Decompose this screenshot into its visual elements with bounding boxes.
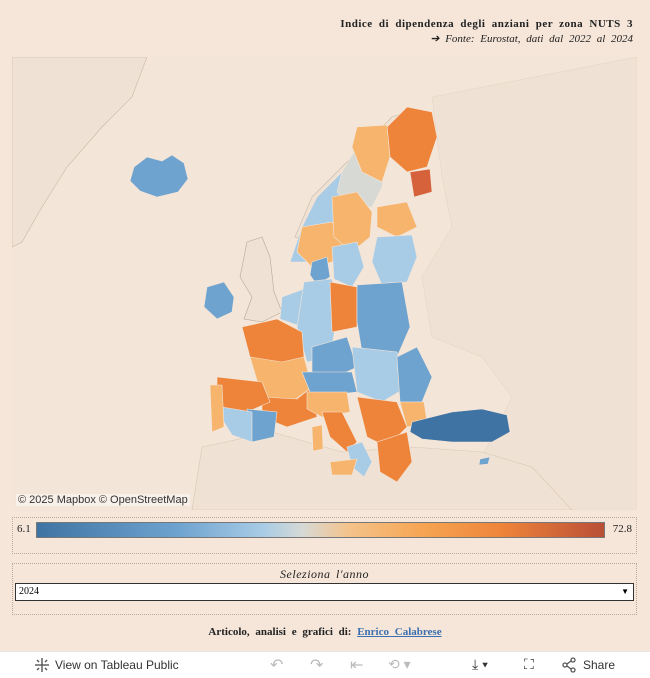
land-uk <box>239 236 283 323</box>
fullscreen-icon[interactable]: ⛶ <box>524 656 534 672</box>
color-legend: 6.1 72.8 <box>12 517 637 554</box>
region-finland-east[interactable] <box>409 168 433 198</box>
tableau-toolbar: View on Tableau Public ↶ ↷ ⇤ ⟲ ▾ ⤓ ▾ ⛶ S… <box>0 651 650 678</box>
share-icon <box>562 657 576 673</box>
refresh-icon[interactable]: ⟲ ▾ <box>388 656 411 672</box>
region-sicily[interactable] <box>329 458 358 476</box>
credit-line: Articolo, analisi e grafici di: Enrico C… <box>0 626 650 638</box>
view-on-tableau-button[interactable]: View on Tableau Public <box>34 657 179 673</box>
page-subtitle: ➔ Fonte: Eurostat, dati dal 2022 al 2024 <box>430 33 633 45</box>
tableau-logo-icon <box>35 658 49 672</box>
legend-gradient <box>36 522 605 538</box>
region-cyprus[interactable] <box>478 456 491 466</box>
region-sweden-south[interactable] <box>331 241 365 288</box>
dropdown-arrow-icon[interactable]: ▼ <box>621 587 629 596</box>
revert-icon[interactable]: ⇤ <box>350 657 364 674</box>
download-icon[interactable]: ⤓ ▾ <box>472 656 488 672</box>
legend-min: 6.1 <box>17 523 31 535</box>
region-finland-north[interactable] <box>386 106 438 173</box>
credit-prefix: Articolo, analisi e grafici di: <box>208 626 352 638</box>
author-link[interactable]: Enrico Calabrese <box>357 626 442 638</box>
region-alps[interactable] <box>301 371 358 398</box>
year-select-value: 2024 <box>19 586 39 597</box>
region-finland-south[interactable] <box>376 201 418 238</box>
redo-icon[interactable]: ↷ <box>310 657 324 674</box>
region-turkey[interactable] <box>409 408 511 443</box>
choropleth-map[interactable]: © 2025 Mapbox © OpenStreetMap <box>12 57 637 510</box>
region-ireland[interactable] <box>203 281 235 320</box>
region-baltics[interactable] <box>371 234 418 286</box>
region-sweden-central[interactable] <box>331 191 373 253</box>
undo-icon[interactable]: ↶ <box>270 657 284 674</box>
view-on-tableau-label: View on Tableau Public <box>55 658 179 672</box>
share-label: Share <box>583 658 616 672</box>
region-greece[interactable] <box>376 431 413 483</box>
share-button[interactable]: Share <box>561 657 615 673</box>
region-sardinia[interactable] <box>311 424 324 452</box>
legend-max: 72.8 <box>612 523 632 535</box>
page-title: Indice di dipendenza degli anziani per z… <box>340 18 633 30</box>
region-portugal[interactable] <box>209 384 225 433</box>
map-attribution[interactable]: © 2025 Mapbox © OpenStreetMap <box>16 494 190 506</box>
region-finland-west[interactable] <box>351 124 391 183</box>
region-romania[interactable] <box>396 346 433 403</box>
year-filter: Seleziona l'anno 2024 ▼ <box>12 563 637 615</box>
region-germany-east[interactable] <box>329 281 358 333</box>
region-central[interactable] <box>351 346 408 403</box>
region-poland[interactable] <box>356 281 411 358</box>
region-spain-south[interactable] <box>221 406 253 443</box>
land-greenland <box>12 57 148 248</box>
map-canvas[interactable] <box>12 57 637 510</box>
year-select[interactable]: 2024 ▼ <box>15 583 634 601</box>
region-iceland[interactable] <box>129 154 189 198</box>
land-russia <box>421 57 637 510</box>
title-block: Indice di dipendenza degli anziani per z… <box>340 18 633 45</box>
year-filter-title: Seleziona l'anno <box>280 567 369 581</box>
